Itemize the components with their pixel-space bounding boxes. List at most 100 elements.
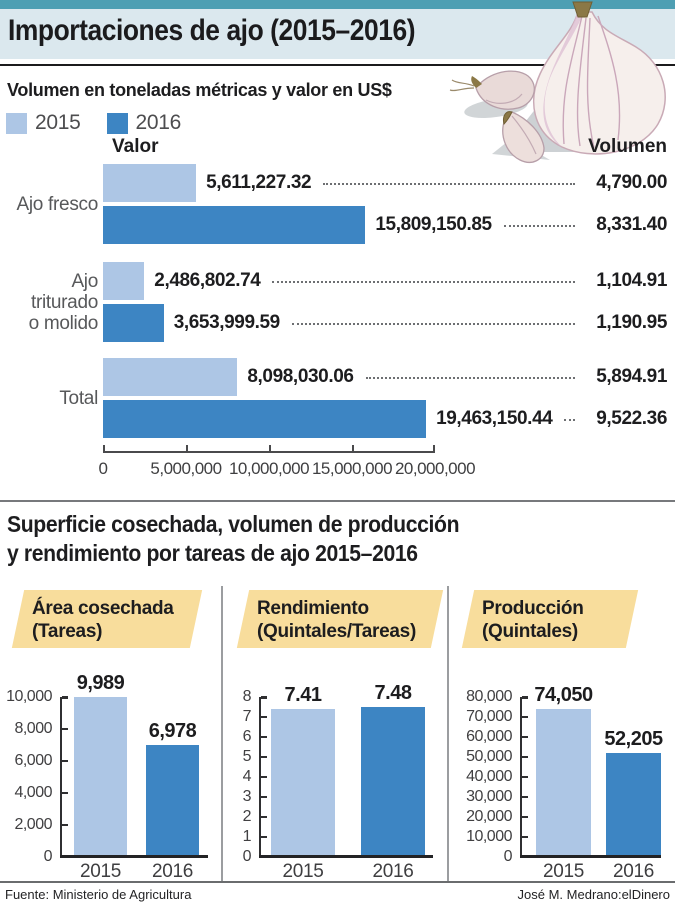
value-label: 19,463,150.44 [436,408,553,429]
category-2016: 2016 [372,861,414,882]
bar-2015 [536,708,591,857]
y-tick-mark [62,728,68,730]
y-tick-label: 2,000 [14,816,52,833]
y-tick-mark [522,696,528,698]
x-category-labels: 2015 2016 [536,861,661,883]
bar-value-label: 7.41 [284,683,322,706]
y-tick-label: 30,000 [466,788,512,805]
volume-value: 1,190.95 [596,312,667,333]
y-tick-label: 0 [503,848,513,865]
legend: 2015 2016 [6,111,207,135]
y-tick-label: 2 [242,808,252,825]
legend-swatch-2016 [106,112,128,134]
volume-value: 8,331.40 [596,214,667,235]
panel-title: Área cosechada (Tareas) [32,597,174,643]
legend-swatch-2015 [6,112,27,134]
bar-row: 19,463,150.44 9,522.36 [103,400,667,438]
y-tick-mark [261,796,267,798]
legend-label-2016: 2016 [135,111,182,134]
y-tick-label: 80,000 [466,688,512,705]
volume-column-header: Volumen [588,136,667,157]
panel-divider [447,586,449,882]
y-tick-label: 20,000 [466,808,512,825]
y-tick-mark [522,776,528,778]
source-credit: Fuente: Ministerio de Agricultura [5,887,192,902]
bar-slot-2015: 74,050 [534,683,593,857]
y-tick-mark [522,736,528,738]
imports-bar-chart: Ajo fresco 5,611,227.32 4,790.00 15,809,… [8,0,667,500]
bar-row: 5,611,227.32 4,790.00 [103,164,667,202]
panel-rendimiento: Rendimiento (Quintales/Tareas) 7.41 7.48 [233,590,444,882]
bar-2015-ajo-triturado [103,262,145,300]
group-bars: 8,098,030.06 5,894.91 19,463,150.44 9,52… [103,358,667,442]
produccion-chart: 74,050 52,205 0 10,000 20,000 30,000 40,000 5… [458,684,667,865]
legend-label-2015: 2015 [35,111,81,134]
y-tick-mark [62,760,68,762]
y-axis-line [259,697,267,857]
panel-header: Rendimiento (Quintales/Tareas) [233,590,444,648]
y-tick-label: 3 [242,788,252,805]
volume-value: 4,790.00 [596,172,667,193]
category-2016: 2016 [151,861,194,882]
y-tick-label: 60,000 [466,728,512,745]
x-tick-label: 0 [98,459,108,478]
panel-divider [221,586,223,882]
x-axis-tick [269,445,271,453]
leader-dots [323,183,575,185]
y-tick-mark [261,776,267,778]
y-tick-mark [62,824,68,826]
leader-dots [272,281,575,283]
bar-slot-2016: 52,205 [604,728,663,857]
group-label: Ajo triturado o molido [8,262,99,342]
y-tick-label: 6 [242,728,252,745]
area-cosechada-chart: 9,989 6,978 0 2,000 4,000 6,000 8,000 10,000 [6,672,214,865]
y-tick-mark [261,756,267,758]
baseline [520,855,661,858]
bar-row: 15,809,150.85 8,331.40 [103,206,667,244]
x-axis-labels: 0 5,000,000 10,000,000 15,000,000 20,000… [99,459,476,479]
bar-group-total: Total 8,098,030.06 5,894.91 19,463,150.4… [8,358,667,438]
y-tick-label: 8,000 [14,720,52,737]
baseline [60,855,208,858]
bar-2016-total [103,400,427,438]
y-tick-mark [522,836,528,838]
bars: 7.41 7.48 [271,682,425,857]
leader-dots [365,377,575,379]
x-tick-label: 20,000,000 [394,459,476,478]
y-tick-label: 0 [43,848,53,865]
volume-value: 9,522.36 [596,408,667,429]
title-divider [0,64,675,66]
garlic-illustration [449,1,666,163]
panel-title-line2: (Quintales/Tareas) [257,621,416,642]
volume-value: 5,894.91 [596,366,667,387]
y-tick-label: 8 [242,688,252,705]
y-tick-label: 6,000 [14,752,52,769]
section2-title: Superficie cosechada, volumen de producc… [7,510,460,568]
value-label: 8,098,030.06 [247,366,354,387]
x-axis-tick [186,445,188,453]
y-tick-mark [261,816,267,818]
y-tick-label: 7 [242,708,252,725]
y-tick-mark [261,696,267,698]
y-tick-label: 5 [242,748,252,765]
bars: 9,989 6,978 [74,672,199,857]
bar-value-label: 6,978 [148,720,197,743]
bar-slot-2015: 9,989 [74,672,127,857]
leader-dots [503,225,575,227]
y-tick-label: 1 [242,828,252,845]
panel-title-line2: (Tareas) [32,621,103,642]
bar-slot-2015: 7.41 [271,684,335,857]
bar-row: 3,653,999.59 1,190.95 [103,304,667,342]
footer-divider [0,881,675,883]
category-2015: 2015 [542,861,585,882]
category-2015: 2015 [282,861,324,882]
bar-value-label: 74,050 [534,683,593,706]
legend-item-2016: 2016 [106,111,182,135]
x-axis-tick [103,445,105,453]
y-tick-label: 10,000 [6,688,52,705]
group-label-line: Ajo fresco [16,193,99,215]
bar-2016 [606,752,661,857]
x-tick-label: 15,000,000 [311,459,393,478]
author-credit: José M. Medrano:elDinero [517,887,670,902]
